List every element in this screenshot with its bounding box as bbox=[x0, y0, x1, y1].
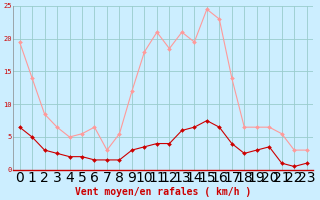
X-axis label: Vent moyen/en rafales ( km/h ): Vent moyen/en rafales ( km/h ) bbox=[75, 187, 251, 197]
